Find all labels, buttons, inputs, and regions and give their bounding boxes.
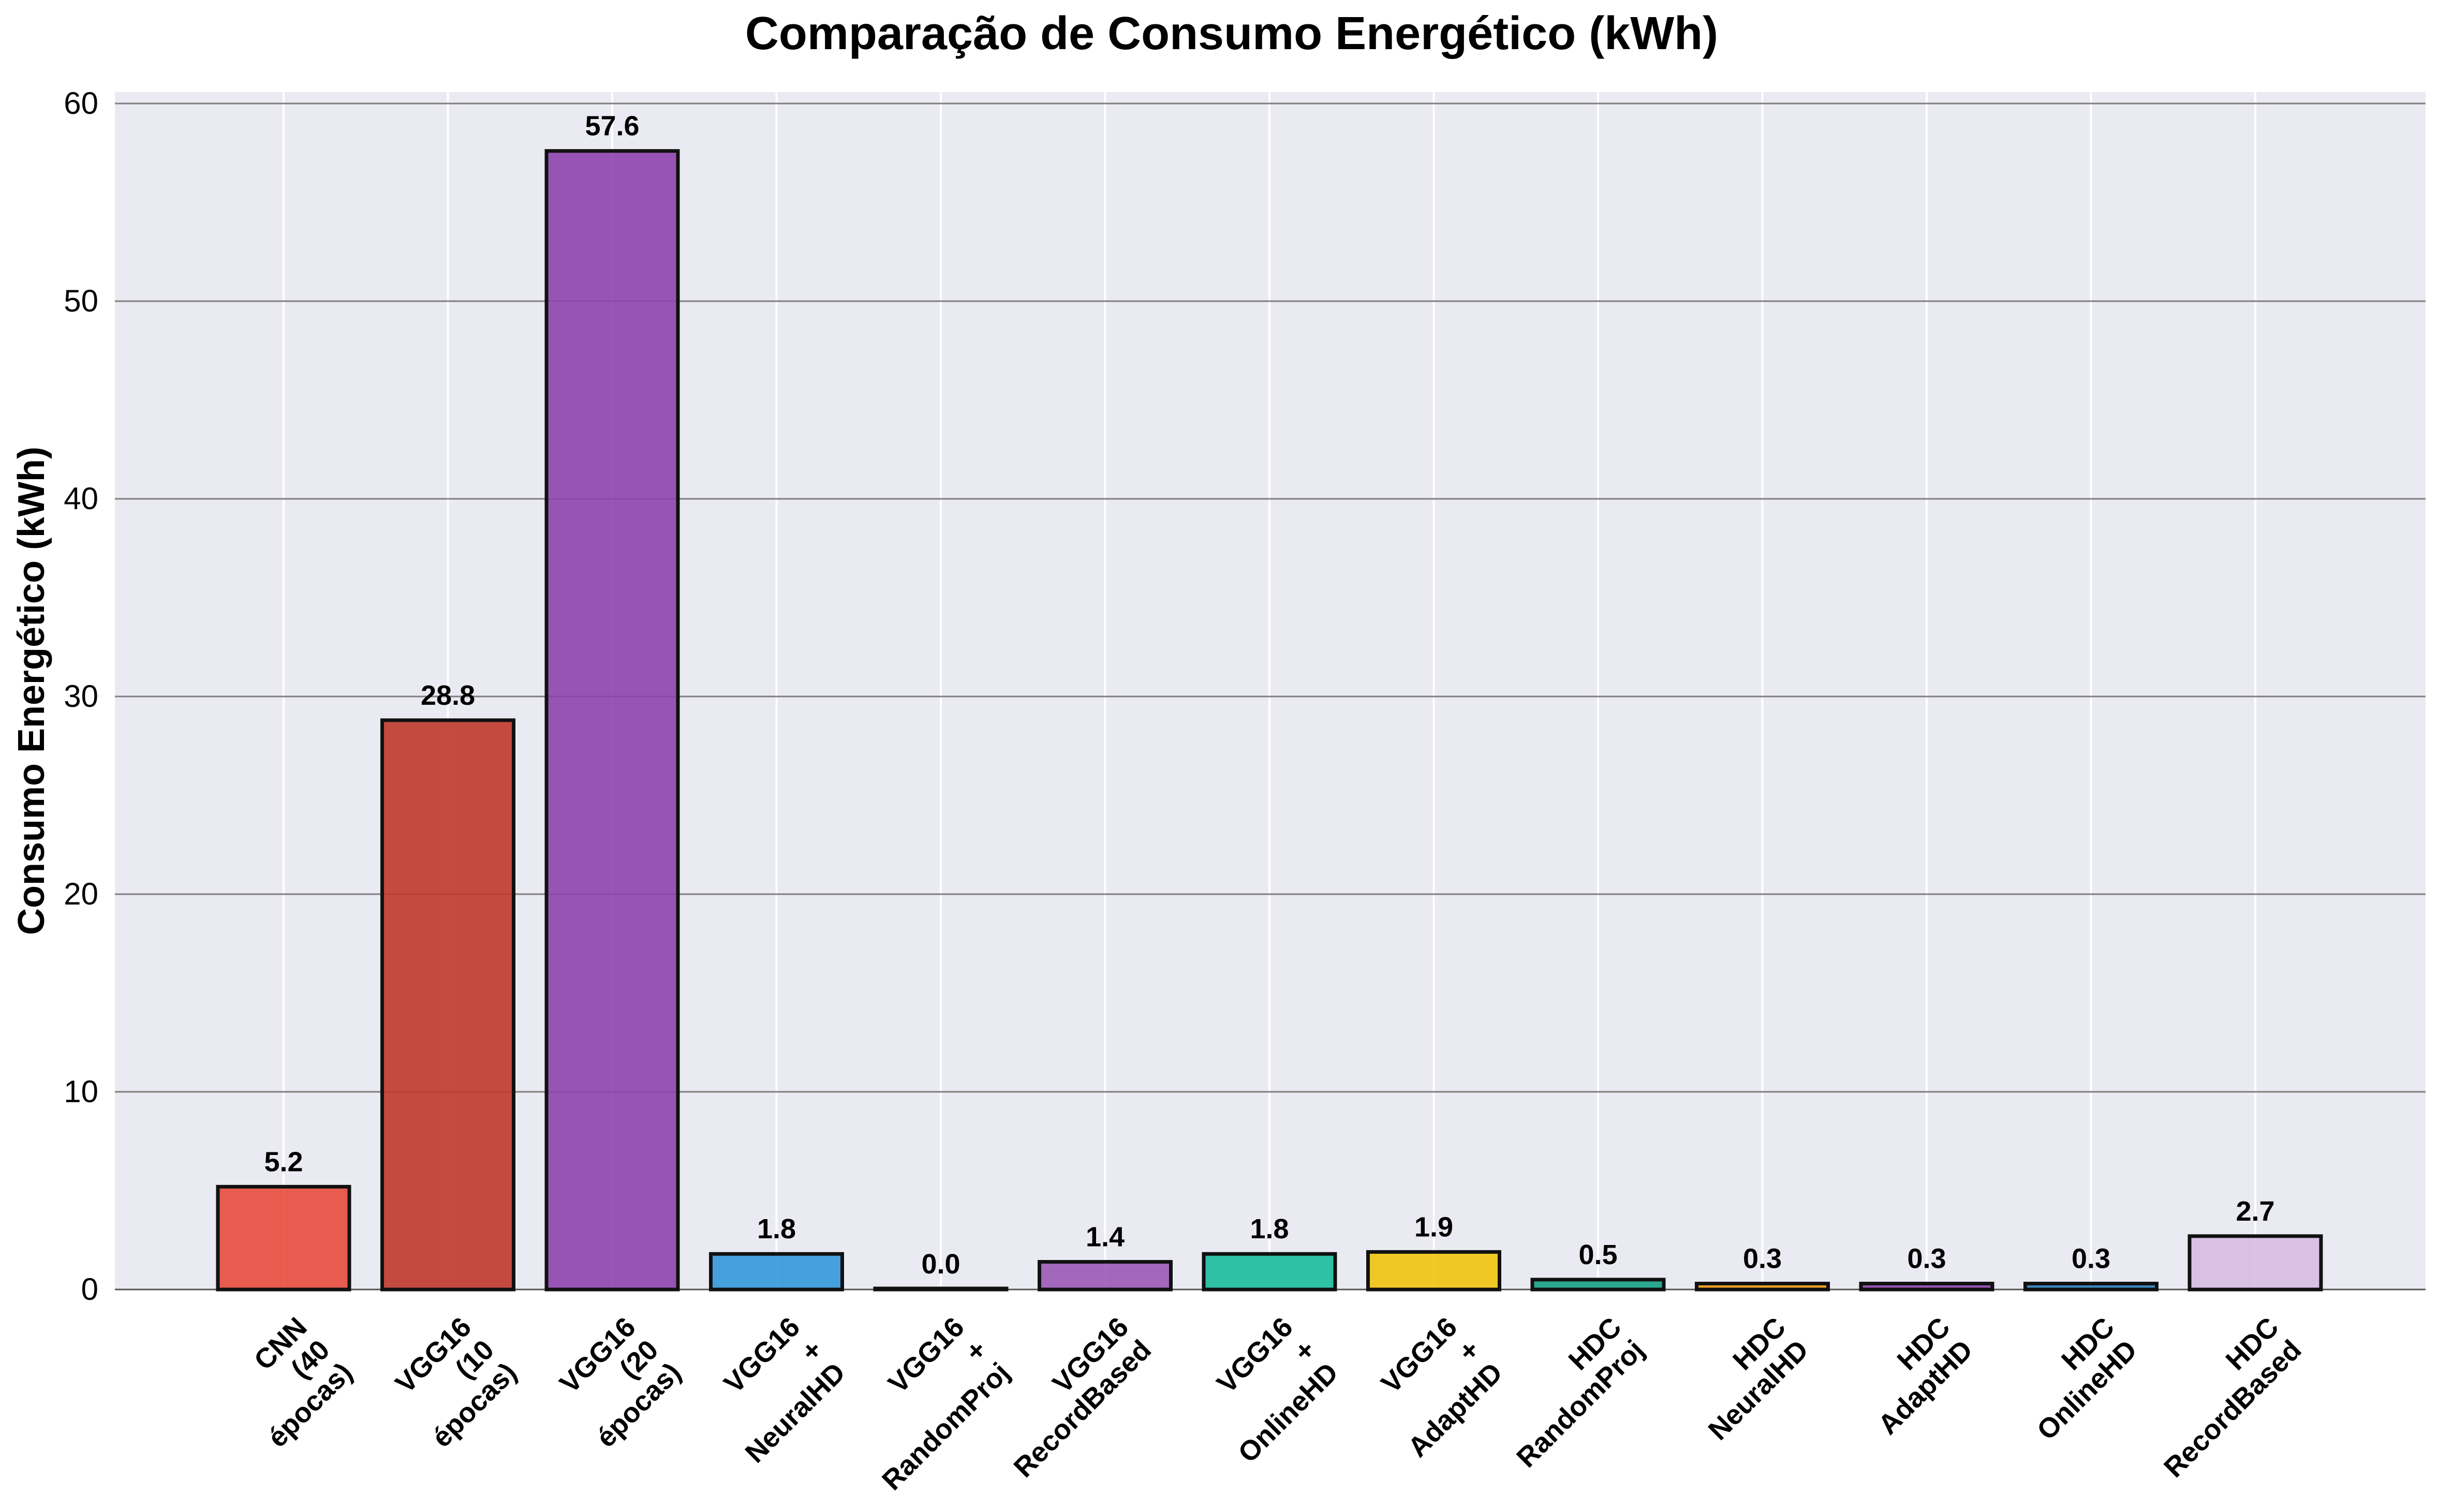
y-tick-label: 10 bbox=[64, 1074, 98, 1109]
data-label: 1.8 bbox=[1250, 1213, 1289, 1244]
x-tick-label-line: VGG16 bbox=[1211, 1311, 1299, 1399]
bar bbox=[1530, 1278, 1666, 1292]
x-tick-label: VGG16+NeuralHD bbox=[718, 1311, 851, 1469]
bar bbox=[1202, 1252, 1337, 1292]
bar bbox=[1859, 1282, 1994, 1292]
data-label: 57.6 bbox=[585, 111, 639, 142]
data-label: 0.0 bbox=[921, 1249, 960, 1280]
bar bbox=[216, 1184, 351, 1292]
data-label: 5.2 bbox=[264, 1146, 303, 1177]
bars bbox=[216, 149, 2323, 1292]
y-axis-label: Consumo Energético (kWh) bbox=[11, 447, 52, 935]
x-tick-label-line: VGG16 bbox=[718, 1311, 806, 1399]
x-tick-label-line: VGG16 bbox=[882, 1311, 970, 1399]
data-label: 0.3 bbox=[2072, 1243, 2110, 1274]
bar bbox=[544, 149, 680, 1292]
data-label: 1.9 bbox=[1414, 1211, 1453, 1242]
data-label: 0.3 bbox=[1907, 1243, 1946, 1274]
bar bbox=[709, 1252, 844, 1292]
bar bbox=[1038, 1260, 1173, 1292]
x-tick-label: VGG16+AdaptHD bbox=[1375, 1311, 1508, 1463]
data-label: 1.8 bbox=[757, 1213, 796, 1244]
y-tick-label: 30 bbox=[64, 679, 98, 714]
y-tick-label: 60 bbox=[64, 86, 98, 121]
y-tick-label: 0 bbox=[81, 1272, 98, 1307]
y-tick-label: 20 bbox=[64, 877, 98, 911]
y-tick-label: 40 bbox=[64, 481, 98, 516]
bar bbox=[873, 1286, 1009, 1292]
bar bbox=[380, 718, 515, 1292]
data-labels: 5.2 28.8 57.6 1.8 0.0 1.4 1.8 1.9 0.5 0.3 0.3 0.3 2.… bbox=[264, 111, 2274, 1280]
bar bbox=[2023, 1282, 2159, 1292]
x-tick-label: VGG16+RandomProj bbox=[876, 1311, 1015, 1496]
bar bbox=[1366, 1250, 1501, 1292]
data-label: 2.7 bbox=[2236, 1196, 2274, 1227]
chart-title: Comparação de Consumo Energético (kWh) bbox=[745, 8, 1718, 60]
y-axis-ticks: 0 10 20 30 40 50 60 bbox=[64, 86, 98, 1307]
bar bbox=[2187, 1234, 2323, 1292]
x-tick-label: VGG16+OnlineHD bbox=[1211, 1311, 1344, 1469]
data-label: 0.5 bbox=[1578, 1239, 1617, 1270]
data-label: 28.8 bbox=[421, 680, 475, 711]
y-tick-label: 50 bbox=[64, 284, 98, 318]
data-label: 0.3 bbox=[1743, 1243, 1782, 1274]
bar bbox=[1695, 1282, 1830, 1292]
x-tick-label-line: VGG16 bbox=[1375, 1311, 1463, 1399]
data-label: 1.4 bbox=[1086, 1222, 1125, 1253]
